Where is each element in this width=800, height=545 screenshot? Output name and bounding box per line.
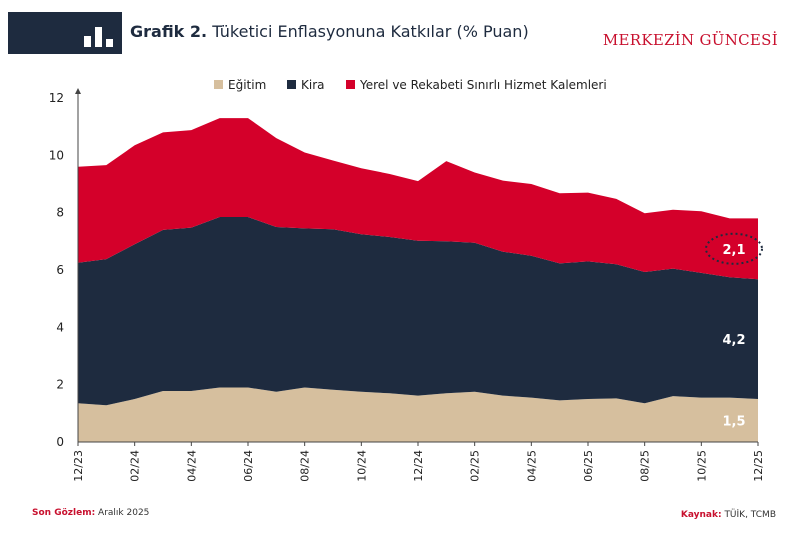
data-label-1: 1,5	[722, 415, 745, 430]
area-series-2	[78, 217, 758, 406]
y-tick-label: 0	[56, 435, 64, 449]
x-tick-label: 10/24	[355, 450, 368, 482]
chart-title: Grafik 2. Tüketici Enflasyonuna Katkılar…	[130, 22, 529, 41]
chart-areas	[78, 118, 758, 442]
bar-chart-icon	[84, 27, 113, 47]
last-observation-label: Son Gözlem:	[32, 508, 96, 518]
x-tick-label: 10/25	[695, 450, 708, 482]
y-tick-label: 10	[49, 148, 64, 162]
chart-title-text: Tüketici Enflasyonuna Katkılar (% Puan)	[207, 22, 529, 41]
y-tick-label: 4	[56, 320, 64, 334]
x-tick-label: 02/24	[129, 450, 142, 482]
x-tick-label: 06/24	[242, 450, 255, 482]
y-axis-arrow	[75, 88, 81, 94]
area-series-3	[78, 118, 758, 280]
chart-legend: Eğitim Kira Yerel ve Rekabeti Sınırlı Hizm…	[214, 78, 607, 92]
header-logo-box	[8, 12, 122, 54]
last-observation-value: Aralık 2025	[95, 508, 150, 518]
data-label-2: 4,2	[722, 333, 745, 348]
source-value: TÜİK, TCMB	[721, 510, 776, 520]
y-tick-label: 6	[56, 263, 64, 277]
brand-logo: MERKEZİN GÜNCESİ	[602, 31, 778, 49]
x-tick-label: 12/23	[72, 450, 85, 482]
x-tick-label: 08/24	[299, 450, 312, 482]
source-label: Kaynak:	[680, 510, 722, 520]
x-tick-label: 06/25	[582, 450, 595, 482]
icon-bar-2	[95, 27, 102, 47]
y-tick-label: 2	[56, 378, 64, 392]
y-tick-label: 8	[56, 206, 64, 220]
chart-title-bold: Grafik 2.	[130, 22, 208, 41]
x-tick-label: 12/25	[752, 450, 765, 482]
x-tick-label: 04/25	[525, 450, 538, 482]
last-observation: Son Gözlem: Aralık 2025	[32, 508, 149, 518]
area-series-1	[78, 387, 758, 442]
legend-swatch-1	[214, 80, 223, 89]
icon-bar-3	[106, 39, 113, 47]
chart-data-labels: 1,5 4,2 2,1	[705, 232, 763, 430]
x-tick-label: 04/24	[185, 450, 198, 482]
legend-label-2: Kira	[301, 78, 325, 92]
x-tick-label: 12/24	[412, 450, 425, 482]
icon-bar-1	[84, 36, 91, 47]
legend-swatch-3	[346, 80, 355, 89]
x-tick-label: 08/25	[639, 450, 652, 482]
legend-label-3: Yerel ve Rekabeti Sınırlı Hizmet Kalemle…	[359, 78, 607, 92]
legend-label-1: Eğitim	[228, 78, 266, 92]
chart-axes: 0 2 4 6 8 10 12 12/23 02/24 04/24 06/24 08/24 10/24 1…	[49, 88, 765, 482]
legend-swatch-2	[287, 80, 296, 89]
y-tick-label: 12	[49, 91, 64, 105]
data-label-3: 2,1	[722, 243, 745, 258]
source-note: Kaynak: TÜİK, TCMB	[681, 510, 776, 520]
x-tick-label: 02/25	[469, 450, 482, 482]
